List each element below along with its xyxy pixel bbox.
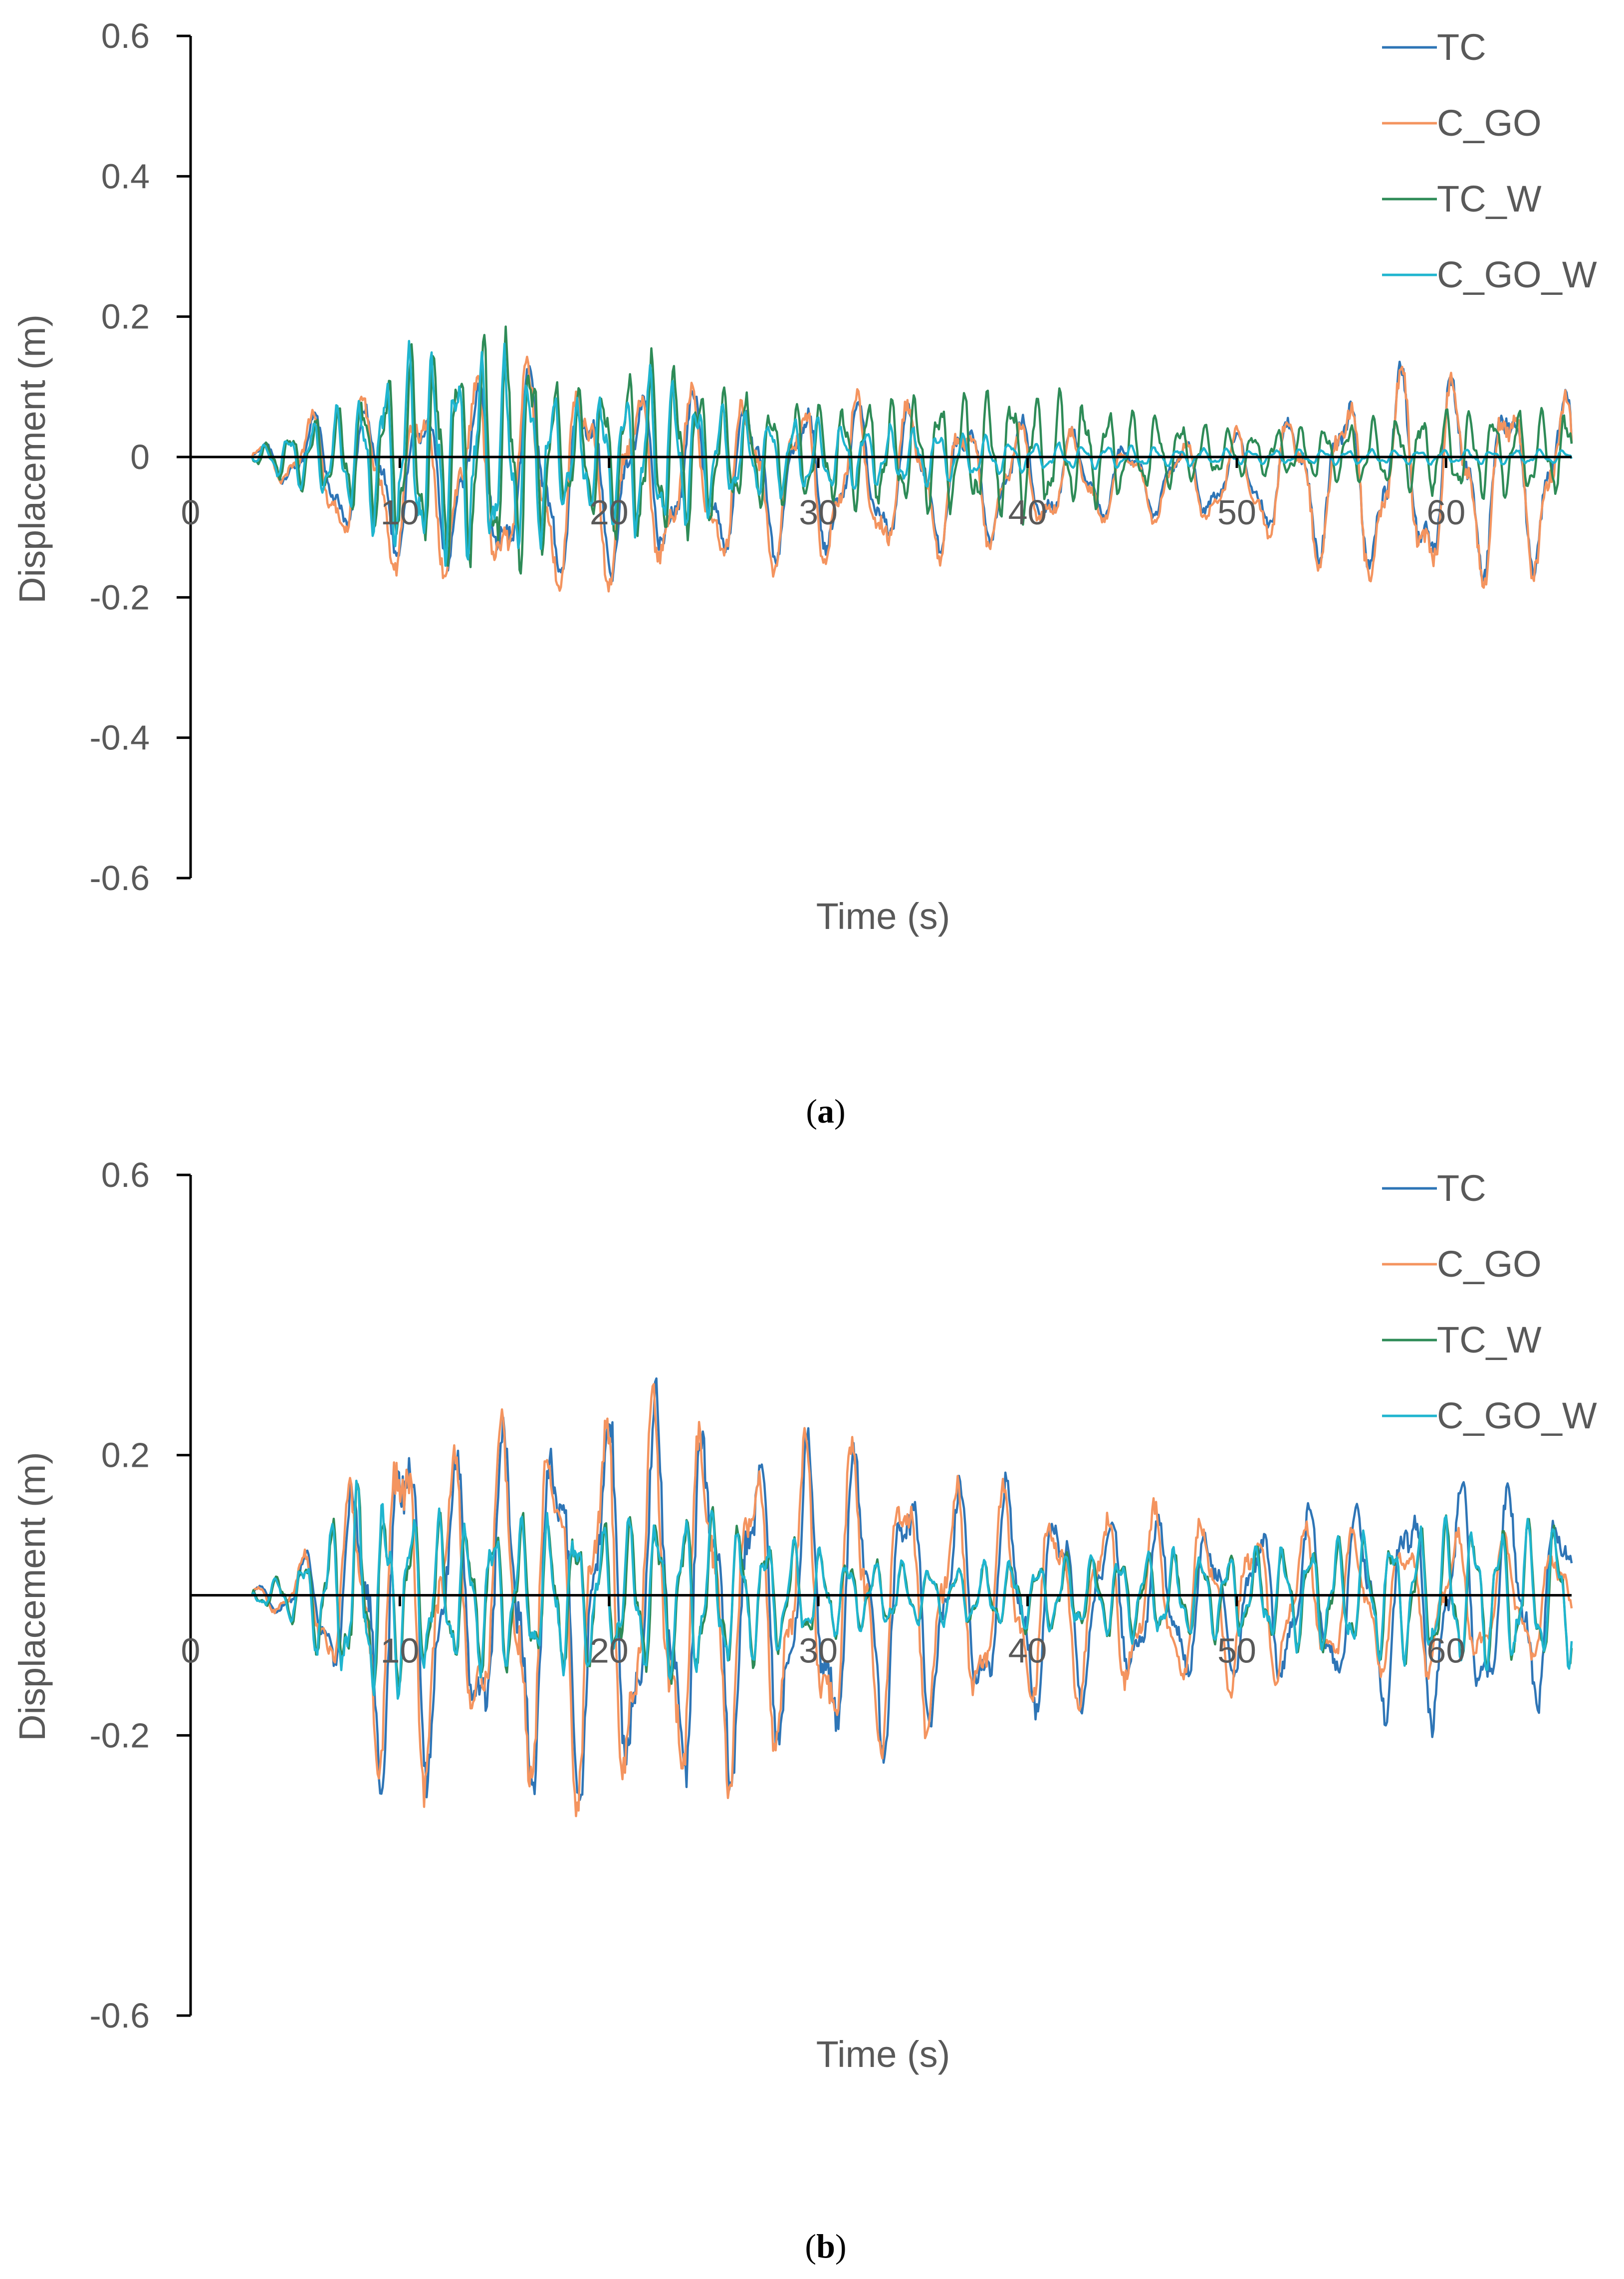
y-tick-label: -0.2	[89, 578, 150, 617]
y-tick-label: 0.2	[101, 297, 150, 336]
panel-b-caption-open: (	[805, 2227, 816, 2265]
legend-label-c-go: C_GO	[1437, 1243, 1542, 1285]
x-tick-label: 10	[380, 493, 419, 532]
y-tick-label: 0.2	[101, 1436, 150, 1475]
x-tick-label: 50	[1217, 1631, 1256, 1670]
panel-b-zero-line	[189, 1594, 1572, 1606]
series-line-c-go	[191, 355, 1573, 593]
panel-a-x-axis-label: Time (s)	[816, 896, 950, 937]
panel-a-caption-letter: a	[817, 1092, 834, 1130]
panel-a-legend: TC C_GO TC_W C_GO_W	[1382, 26, 1597, 295]
legend-label-tc: TC	[1437, 1167, 1486, 1209]
panel-b-series-group	[191, 1377, 1573, 1818]
series-line-c-go	[191, 1383, 1573, 1818]
panel-a-y-axis-label: Displacement (m)	[11, 314, 53, 604]
panel-b-chart: 0.6 0.2 -0.2 -0.6 0 10 20 30 40 50 60 Time (s) Dis…	[11, 1155, 1597, 2265]
panel-a-series-group	[191, 325, 1573, 593]
x-tick-label: 50	[1217, 493, 1256, 532]
panel-b-x-axis-label: Time (s)	[816, 2034, 950, 2075]
panel-b-caption: (b)	[805, 2227, 846, 2265]
x-tick-label: 20	[590, 1631, 629, 1670]
y-tick-label: 0.6	[101, 16, 150, 55]
panel-b-legend: TC C_GO TC_W C_GO_W	[1382, 1167, 1597, 1436]
legend-label-c-go-w: C_GO_W	[1437, 254, 1597, 295]
panel-a-zero-line	[189, 456, 1572, 468]
series-line-c-go-w	[191, 1479, 1573, 1700]
x-tick-label: 0	[181, 493, 201, 532]
panel-b-tick-labels: 0.6 0.2 -0.2 -0.6 0 10 20 30 40 50 60	[89, 1155, 1465, 2035]
y-tick-label: -0.4	[89, 718, 150, 757]
x-tick-label: 40	[1008, 1631, 1047, 1670]
x-tick-label: 30	[799, 493, 838, 532]
panel-a-chart: 0.6 0.4 0.2 0 -0.2 -0.4 -0.6 0 10 20 30 40 50 60 Time…	[11, 16, 1597, 1130]
legend-label-tc: TC	[1437, 26, 1486, 68]
panel-b-y-axis-label: Displacement (m)	[11, 1452, 53, 1741]
y-tick-label: 0.6	[101, 1155, 150, 1194]
panel-a-axes	[177, 34, 192, 880]
x-tick-label: 30	[799, 1631, 838, 1670]
panel-b-caption-letter: b	[816, 2227, 835, 2265]
y-tick-label: 0.4	[101, 157, 150, 196]
panel-b-axes	[177, 1173, 192, 2017]
y-tick-label: -0.2	[89, 1716, 150, 1755]
x-tick-label: 60	[1426, 493, 1465, 532]
x-tick-label: 20	[590, 493, 629, 532]
y-tick-label: -0.6	[89, 1996, 150, 2035]
legend-label-tc-w: TC_W	[1437, 178, 1542, 220]
panel-a-tick-labels: 0.6 0.4 0.2 0 -0.2 -0.4 -0.6 0 10 20 30 40 50 60	[89, 16, 1465, 898]
legend-label-c-go-w: C_GO_W	[1437, 1395, 1597, 1436]
legend-label-tc-w: TC_W	[1437, 1319, 1542, 1361]
panel-a-caption-close: )	[834, 1092, 846, 1130]
panel-b-caption-close: )	[835, 2227, 847, 2265]
x-tick-label: 60	[1426, 1631, 1465, 1670]
x-tick-label: 10	[380, 1631, 419, 1670]
x-tick-label: 40	[1008, 493, 1047, 532]
panel-a-caption: (a)	[806, 1092, 845, 1130]
x-tick-label: 0	[181, 1631, 201, 1670]
panel-a-caption-open: (	[806, 1092, 817, 1130]
legend-label-c-go: C_GO	[1437, 102, 1542, 144]
y-tick-label: 0	[130, 438, 150, 476]
y-tick-label: -0.6	[89, 859, 150, 898]
series-line-c-go-w	[191, 340, 1573, 567]
